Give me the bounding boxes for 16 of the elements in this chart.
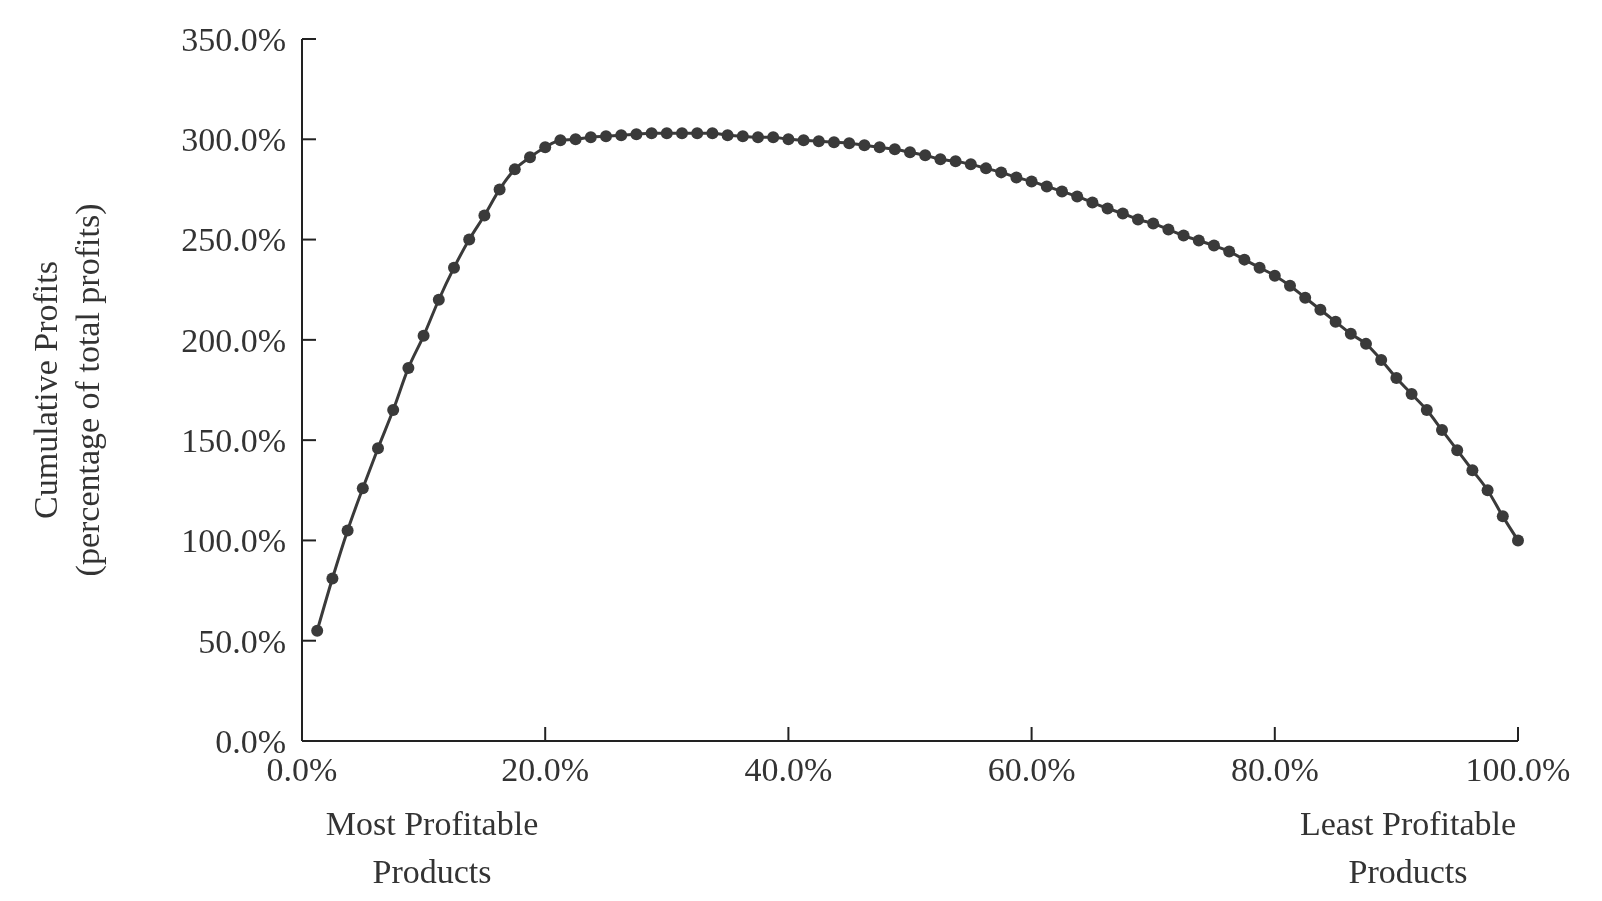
text: Most Profitable Products: [325, 805, 539, 890]
x-tick-label: 40.0%: [744, 751, 833, 788]
x-tick-label: 80.0%: [1230, 751, 1319, 788]
y-tick-label: 250.0%: [181, 221, 286, 259]
x-tick-label: 100.0%: [1465, 751, 1571, 788]
y-tick-label: 100.0%: [181, 522, 286, 560]
y-tick-label: 0.0%: [215, 722, 286, 760]
y-tick-label: 150.0%: [181, 422, 286, 460]
x-tick-label: 20.0%: [501, 751, 590, 788]
y-tick-label: 200.0%: [181, 321, 286, 359]
y-axis-title: Cumulative Profits (percentage of total profits): [27, 203, 107, 577]
x-tick-label: 60.0%: [987, 751, 1076, 788]
text: Least Profitable Products: [1299, 805, 1517, 890]
y-tick-label: 50.0%: [198, 622, 286, 660]
y-tick-label: 350.0%: [181, 20, 286, 58]
y-tick-label: 300.0%: [181, 121, 286, 159]
